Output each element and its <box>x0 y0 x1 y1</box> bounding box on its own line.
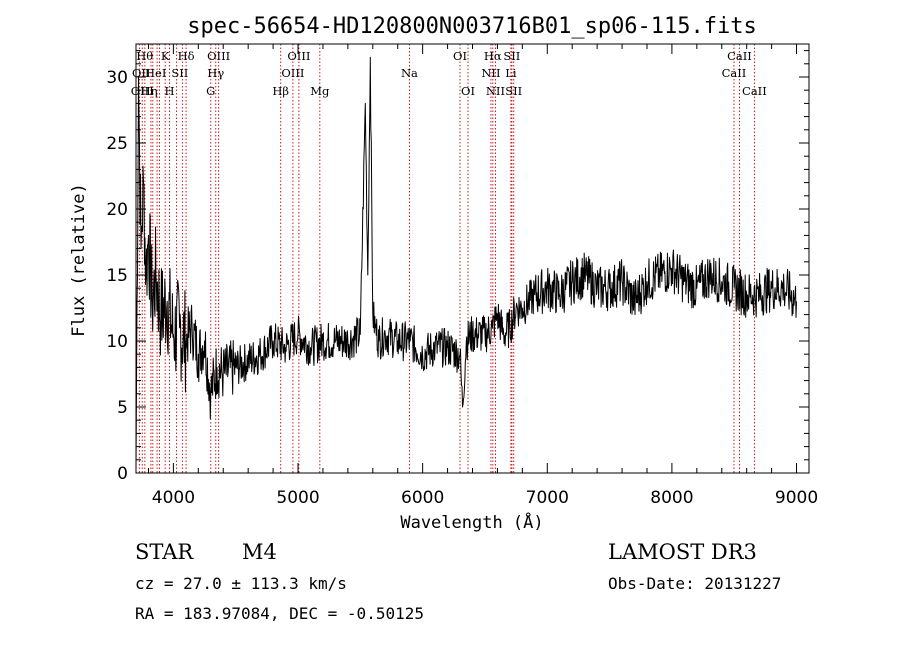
line-label: CaII <box>742 84 767 98</box>
line-label: OIII <box>287 49 310 63</box>
x-tick-label: 4000 <box>152 488 195 508</box>
y-tick-label: 25 <box>106 134 128 154</box>
x-tick-label: 5000 <box>276 488 319 508</box>
line-label: Hη <box>141 84 158 98</box>
survey-name: LAMOST DR3 <box>608 540 757 564</box>
y-tick-label: 15 <box>106 266 128 286</box>
line-label: SII <box>505 84 522 98</box>
x-tick-label: 7000 <box>526 488 569 508</box>
axes: 4000 5000 6000 7000 8000 9000 0 5 10 15 20 25 30 <box>106 43 818 508</box>
line-label: K <box>161 49 170 63</box>
y-tick-label: 20 <box>106 200 128 220</box>
line-label: G <box>206 84 215 98</box>
line-label: Hγ <box>207 66 224 80</box>
spectrum-line <box>135 56 797 467</box>
line-label: CaII <box>727 49 752 63</box>
line-label: Hδ <box>178 49 195 63</box>
subclass: M4 <box>242 540 277 564</box>
line-marks <box>138 44 755 473</box>
x-axis-label: Wavelength (Å) <box>400 511 543 533</box>
y-axis-label: Flux (relative) <box>69 183 89 337</box>
plot-frame <box>135 43 810 474</box>
line-label: H <box>165 84 175 98</box>
redshift-cz: cz = 27.0 ± 113.3 km/s <box>135 574 347 593</box>
line-label: Mg <box>310 84 330 98</box>
line-label: OI <box>453 49 467 63</box>
line-label: NII <box>481 66 500 80</box>
line-label: Li <box>505 66 517 80</box>
line-label: Hθ <box>136 49 153 63</box>
line-label: Na <box>401 66 418 80</box>
line-label: Hβ <box>272 84 289 98</box>
line-label: CaII <box>722 66 747 80</box>
line-label: SII <box>503 49 520 63</box>
chart-title: spec-56654-HD120800N003716B01_sp06-115.f… <box>187 14 757 39</box>
line-label: NII <box>486 84 505 98</box>
y-tick-label: 0 <box>117 464 128 484</box>
y-tick-label: 30 <box>106 68 128 88</box>
line-label: OIII <box>207 49 230 63</box>
line-label: HeI <box>145 66 166 80</box>
obs-date: Obs-Date: 20131227 <box>608 574 782 593</box>
coordinates: RA = 183.97084, DEC = -0.50125 <box>135 604 424 623</box>
y-tick-label: 5 <box>117 398 128 418</box>
y-tick-label: 10 <box>106 332 128 352</box>
line-label: OIII <box>281 66 304 80</box>
line-label: Hα <box>484 49 502 63</box>
line-label: OI <box>461 84 475 98</box>
x-tick-label: 9000 <box>775 488 818 508</box>
line-label: SII <box>171 66 188 80</box>
object-type: STAR <box>135 540 194 564</box>
x-tick-label: 6000 <box>401 488 444 508</box>
x-tick-label: 8000 <box>650 488 693 508</box>
